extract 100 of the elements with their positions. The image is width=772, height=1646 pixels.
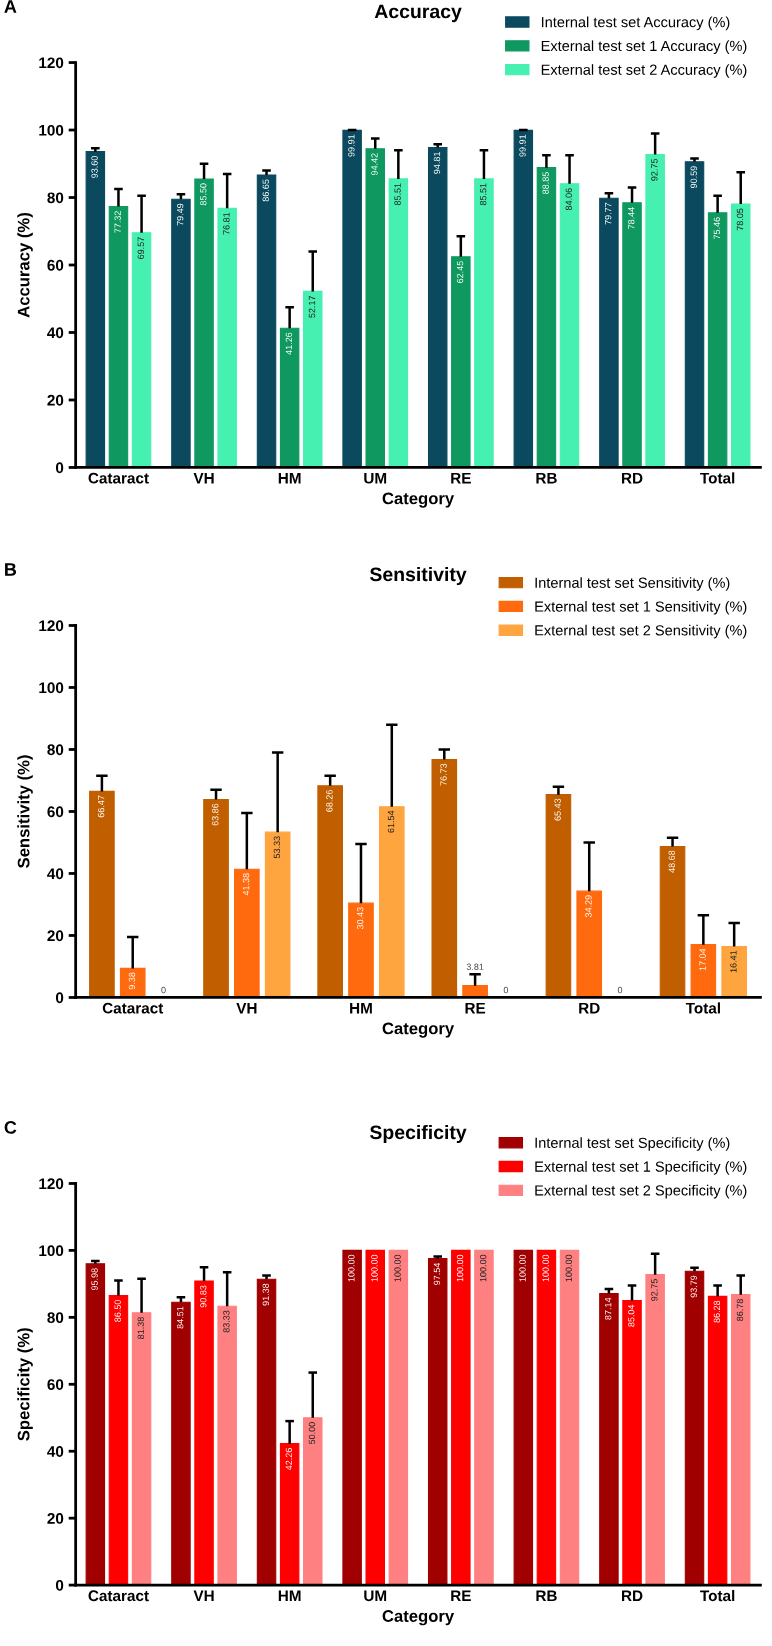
data-label: 79.77	[604, 202, 612, 225]
bar	[348, 902, 374, 998]
data-label: 99.91	[348, 134, 355, 157]
bar	[194, 1280, 214, 1586]
data-label: 100.00	[371, 1254, 378, 1282]
bar	[365, 1249, 385, 1586]
data-label: 41.26	[285, 332, 293, 355]
data-label: 61.54	[387, 810, 395, 833]
y-tick-label: 80	[47, 744, 64, 756]
data-label: 92.75	[651, 158, 658, 181]
bar	[545, 794, 572, 998]
data-label: 90.59	[690, 166, 697, 188]
bar	[131, 1312, 152, 1586]
bar	[474, 178, 494, 468]
bar	[203, 798, 229, 998]
legend-label: External test set 2 Accuracy (%)	[541, 64, 747, 78]
x-axis-title: Category	[382, 492, 455, 508]
data-label: 88.85	[542, 172, 549, 194]
bar	[707, 1295, 728, 1586]
x-tick-label: VH	[236, 1002, 257, 1014]
bar	[302, 1417, 323, 1586]
data-label: 3.81	[466, 963, 484, 970]
x-tick-label: RD	[622, 472, 643, 484]
y-tick-label: 20	[47, 930, 64, 942]
data-label: 0	[617, 986, 623, 994]
data-label: 0	[503, 986, 509, 994]
data-label: 85.51	[394, 183, 401, 206]
data-label: 79.49	[176, 203, 184, 226]
data-label: 100.00	[565, 1254, 572, 1282]
x-tick-label: RD	[579, 1002, 600, 1014]
bar	[378, 806, 405, 998]
bar	[217, 1305, 237, 1586]
bar	[234, 868, 260, 998]
chart-title: Sensitivity	[369, 566, 467, 586]
x-tick-label: RE	[451, 1590, 471, 1602]
data-label: 85.50	[200, 183, 207, 206]
x-tick-label: UM	[364, 1590, 387, 1602]
data-label: 86.28	[713, 1300, 721, 1323]
bar	[707, 212, 728, 468]
data-label: 0	[161, 986, 166, 994]
bar	[279, 1443, 300, 1586]
data-label: 34.29	[585, 895, 592, 918]
data-label: 95.98	[91, 1268, 98, 1291]
bar	[85, 1263, 106, 1586]
text: C	[4, 1121, 17, 1134]
bar	[730, 203, 751, 468]
data-label: 90.83	[200, 1285, 207, 1308]
data-label: 85.04	[628, 1304, 635, 1327]
legend-label: External test set 1 Accuracy (%)	[541, 40, 747, 54]
x-tick-label: HM	[350, 1002, 372, 1014]
bar	[599, 1292, 619, 1586]
bar	[559, 183, 580, 468]
data-label: 30.43	[357, 907, 364, 930]
data-label: 17.04	[699, 948, 706, 971]
y-tick-label: 40	[47, 1446, 64, 1457]
data-label: 78.05	[736, 208, 744, 231]
x-tick-label: RE	[465, 1002, 486, 1014]
data-label: 68.26	[326, 789, 333, 812]
y-tick-label: 60	[47, 259, 64, 271]
data-label: 63.86	[212, 803, 219, 826]
bar	[119, 967, 146, 998]
data-label: 93.79	[690, 1275, 697, 1298]
data-label: 78.44	[628, 207, 635, 229]
bar	[622, 202, 642, 468]
bar	[536, 1249, 557, 1586]
x-tick-label: Total	[685, 1002, 720, 1014]
data-label: 77.32	[114, 211, 121, 233]
y-tick-label: 120	[39, 620, 64, 632]
data-label: 87.14	[604, 1297, 612, 1320]
text: A	[4, 0, 17, 13]
bar	[131, 232, 152, 468]
data-label: 69.57	[137, 237, 144, 259]
bar	[194, 178, 214, 468]
data-label: 91.38	[262, 1283, 269, 1306]
data-label: 16.41	[730, 950, 737, 973]
x-tick-label: RB	[536, 472, 557, 484]
data-label: 94.42	[371, 153, 378, 176]
x-tick-label: UM	[364, 472, 387, 484]
y-tick-label: 100	[39, 1245, 64, 1257]
bar	[108, 206, 129, 468]
y-tick-label: 0	[55, 462, 64, 474]
bar	[342, 1249, 362, 1586]
bar	[431, 759, 458, 998]
y-tick-label: 0	[55, 992, 64, 1004]
x-tick-label: Cataract	[88, 1590, 149, 1602]
bar	[89, 790, 115, 998]
data-label: 100.00	[479, 1254, 487, 1282]
bar	[108, 1295, 129, 1586]
bar	[256, 174, 277, 468]
data-label: 100.00	[519, 1254, 526, 1282]
data-label: 100.00	[348, 1254, 355, 1282]
bar	[388, 1249, 409, 1586]
x-tick-label: Total	[700, 472, 735, 484]
x-tick-label: HM	[278, 1590, 301, 1602]
x-axis-title: Category	[382, 1022, 455, 1038]
bar	[690, 944, 717, 998]
bar	[730, 1294, 751, 1586]
bar	[217, 207, 237, 468]
bar	[622, 1299, 642, 1586]
bar	[684, 1270, 705, 1586]
